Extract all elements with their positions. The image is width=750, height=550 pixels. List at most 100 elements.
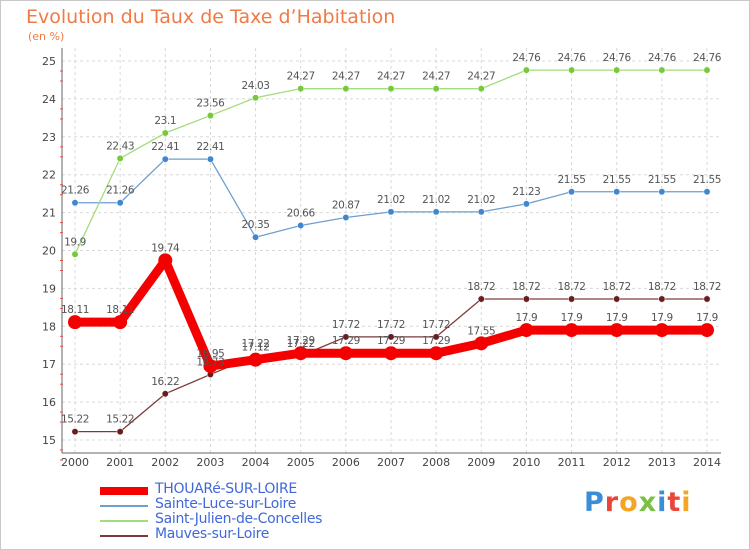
series-point-thouare xyxy=(654,323,669,338)
series-point-mauves-sur-loire xyxy=(703,295,711,303)
series-point-sainte-luce-sur-loire xyxy=(658,188,666,196)
series-point-saint-julien-de-concelles xyxy=(206,112,214,120)
data-label: 16.95 xyxy=(196,348,224,360)
series-point-saint-julien-de-concelles xyxy=(477,85,485,93)
series-point-saint-julien-de-concelles xyxy=(522,66,530,74)
series-point-thouare xyxy=(338,346,353,361)
series-point-sainte-luce-sur-loire xyxy=(252,233,260,241)
y-tick-label: 23 xyxy=(42,131,56,144)
series-point-thouare xyxy=(609,323,624,338)
proxiti-logo: Proxiti xyxy=(584,487,692,518)
series-point-sainte-luce-sur-loire xyxy=(206,155,214,163)
data-label: 16.22 xyxy=(151,376,179,388)
data-label: 22.41 xyxy=(151,141,179,153)
data-label: 17.29 xyxy=(332,335,360,347)
data-label: 21.02 xyxy=(377,194,405,206)
x-tick-label: 2010 xyxy=(512,456,540,469)
x-tick-label: 2009 xyxy=(467,456,495,469)
series-point-mauves-sur-loire xyxy=(477,295,485,303)
series-point-saint-julien-de-concelles xyxy=(161,129,169,137)
data-label: 24.27 xyxy=(377,71,405,83)
series-point-sainte-luce-sur-loire xyxy=(522,200,530,208)
series-point-saint-julien-de-concelles xyxy=(342,85,350,93)
series-point-thouare xyxy=(248,352,263,367)
y-tick-label: 16 xyxy=(42,396,56,409)
series-point-thouare xyxy=(474,336,489,351)
series-point-saint-julien-de-concelles xyxy=(658,66,666,74)
data-label: 21.55 xyxy=(558,174,586,186)
data-label: 22.41 xyxy=(196,141,224,153)
data-label: 21.55 xyxy=(603,174,631,186)
x-tick-label: 2006 xyxy=(332,456,360,469)
data-label: 18.72 xyxy=(558,281,586,293)
series-point-sainte-luce-sur-loire xyxy=(71,199,79,207)
data-label: 17.29 xyxy=(287,335,315,347)
series-point-thouare xyxy=(519,323,534,338)
data-label: 15.22 xyxy=(61,414,89,426)
series-point-thouare xyxy=(700,323,714,338)
series-point-mauves-sur-loire xyxy=(71,428,79,436)
data-label: 17.72 xyxy=(332,319,360,331)
data-label: 17.9 xyxy=(696,312,718,324)
data-label: 24.27 xyxy=(287,71,315,83)
data-label: 17.12 xyxy=(242,342,270,354)
data-label: 17.9 xyxy=(516,312,538,324)
x-tick-label: 2001 xyxy=(106,456,134,469)
data-label: 21.02 xyxy=(467,194,495,206)
data-label: 17.72 xyxy=(422,319,450,331)
series-point-thouare xyxy=(564,323,579,338)
chart-title: Evolution du Taux de Taxe d’Habitation xyxy=(26,6,396,28)
data-label: 18.72 xyxy=(693,281,721,293)
series-point-saint-julien-de-concelles xyxy=(703,66,711,74)
data-label: 24.76 xyxy=(558,52,587,64)
legend-label: Mauves-sur-Loire xyxy=(155,526,270,542)
y-tick-label: 15 xyxy=(42,434,56,447)
series-point-thouare xyxy=(113,315,128,330)
series-point-mauves-sur-loire xyxy=(342,333,350,341)
legend-swatch xyxy=(100,487,148,495)
logo-letter: x xyxy=(638,487,658,518)
data-label: 17.22 xyxy=(287,338,315,350)
series-point-thouare xyxy=(203,359,218,374)
y-tick-label: 22 xyxy=(42,169,56,182)
series-point-thouare xyxy=(293,346,308,361)
series-point-saint-julien-de-concelles xyxy=(297,85,305,93)
x-tick-label: 2004 xyxy=(242,456,270,469)
series-point-sainte-luce-sur-loire xyxy=(613,188,621,196)
data-label: 17.9 xyxy=(651,312,673,324)
data-label: 24.27 xyxy=(422,71,450,83)
series-point-sainte-luce-sur-loire xyxy=(161,155,169,163)
data-label: 19.9 xyxy=(64,236,86,248)
chart-subtitle: (en %) xyxy=(28,30,65,43)
series-point-thouare xyxy=(68,315,82,330)
data-label: 20.35 xyxy=(242,219,270,231)
series-point-saint-julien-de-concelles xyxy=(252,94,260,102)
legend-swatch xyxy=(100,520,148,522)
y-tick-label: 25 xyxy=(42,55,56,68)
logo-letter: i xyxy=(681,487,692,518)
x-tick-label: 2002 xyxy=(151,456,179,469)
series-point-saint-julien-de-concelles xyxy=(116,154,124,162)
logo-letter: r xyxy=(604,487,620,518)
y-tick-label: 21 xyxy=(42,207,56,220)
y-tick-label: 18 xyxy=(42,320,56,333)
data-label: 24.76 xyxy=(693,52,722,64)
x-tick-label: 2005 xyxy=(287,456,315,469)
series-point-thouare xyxy=(158,253,173,268)
y-tick-label: 24 xyxy=(42,93,56,106)
x-tick-label: 2013 xyxy=(648,456,676,469)
data-label: 24.76 xyxy=(648,52,677,64)
data-label: 18.72 xyxy=(512,281,540,293)
data-label: 17.72 xyxy=(377,319,405,331)
series-point-saint-julien-de-concelles xyxy=(568,66,576,74)
logo-letter: i xyxy=(657,487,668,518)
data-label: 23.1 xyxy=(154,115,176,127)
series-point-mauves-sur-loire xyxy=(432,333,440,341)
series-point-mauves-sur-loire xyxy=(613,295,621,303)
data-label: 24.76 xyxy=(512,52,541,64)
y-tick-label: 17 xyxy=(42,358,56,371)
data-label: 17.9 xyxy=(561,312,583,324)
series-point-saint-julien-de-concelles xyxy=(71,250,79,258)
data-label: 20.66 xyxy=(287,207,316,219)
data-label: 24.27 xyxy=(467,71,495,83)
